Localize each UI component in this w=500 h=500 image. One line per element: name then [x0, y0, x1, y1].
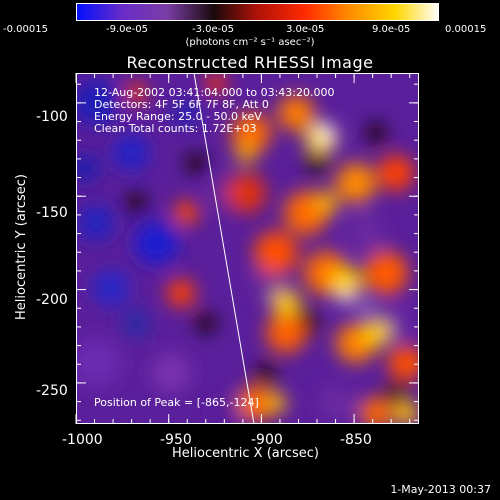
- intensity-blob: [206, 73, 226, 93]
- energy-range: Energy Range: 25.0 - 50.0 keV: [94, 110, 262, 123]
- intensity-blob: [278, 95, 314, 131]
- intensity-blob: [226, 173, 266, 213]
- intensity-blob: [306, 153, 326, 173]
- intensity-blob: [256, 363, 276, 383]
- intensity-blob: [167, 279, 195, 307]
- intensity-blob: [364, 251, 408, 295]
- clean-total-counts: Clean Total counts: 1.72E+03: [94, 122, 257, 135]
- intensity-blob: [250, 267, 282, 299]
- y-axis-title: Heliocentric Y (arcsec): [14, 174, 29, 320]
- intensity-blob: [272, 289, 300, 317]
- intensity-blob: [134, 221, 178, 265]
- intensity-blob: [172, 99, 200, 127]
- intensity-blob: [78, 205, 114, 241]
- colorbar-gradient: [76, 3, 439, 21]
- intensity-blob: [76, 81, 118, 125]
- intensity-blob: [360, 397, 392, 424]
- rhessi-image: [76, 73, 419, 424]
- intensity-blob: [266, 393, 286, 413]
- intensity-blob: [388, 345, 419, 381]
- y-tick-label: -250: [36, 383, 68, 399]
- peak-position: Position of Peak = [-865,-124]: [94, 396, 259, 409]
- x-tick-label: -850: [340, 432, 372, 448]
- intensity-blob: [361, 303, 371, 313]
- intensity-blob: [236, 143, 256, 163]
- intensity-field: [76, 73, 419, 424]
- colorbar-border: [76, 3, 439, 21]
- intensity-blob: [386, 383, 406, 403]
- y-tick-label: -200: [36, 292, 68, 308]
- intensity-blob: [318, 125, 334, 141]
- x-tick-label: -950: [160, 432, 192, 448]
- colorbar-tick-label: -3.0e-05: [192, 24, 234, 35]
- intensity-blob: [394, 401, 418, 424]
- intensity-blob: [76, 154, 100, 182]
- intensity-blob: [336, 163, 376, 203]
- detectors-info: Detectors: 4F 5F 6F 7F 8F, Att 0: [94, 98, 269, 111]
- intensity-blob: [126, 193, 146, 213]
- intensity-blob: [174, 201, 198, 225]
- intensity-blob: [238, 385, 274, 421]
- intensity-blob: [318, 385, 354, 421]
- y-tick-label: -100: [36, 109, 68, 125]
- intensity-blob: [113, 135, 149, 171]
- intensity-blob: [210, 397, 242, 424]
- intensity-blob: [340, 292, 352, 304]
- colorbar-tick-label: 9.0e-05: [372, 24, 411, 35]
- intensity-blob: [76, 337, 122, 389]
- observation-time-range: 12-Aug-2002 03:41:04.000 to 03:43:20.000: [94, 86, 335, 99]
- colorbar-tick-label: -0.00015: [3, 24, 48, 35]
- colorbar: [76, 3, 439, 21]
- plot-timestamp: 1-May-2013 00:37: [390, 483, 491, 496]
- plot-title: Reconstructed RHESSI Image: [126, 53, 374, 72]
- colorbar-tick-label: 3.0e-05: [286, 24, 325, 35]
- solar-limb-line: [193, 73, 255, 424]
- intensity-blob: [254, 231, 298, 275]
- intensity-blob: [330, 267, 362, 299]
- intensity-blob: [314, 191, 338, 215]
- intensity-blob: [362, 319, 390, 347]
- intensity-blob: [93, 270, 129, 306]
- colorbar-units: (photons cm⁻² s⁻¹ asec⁻²): [185, 37, 315, 48]
- intensity-blob: [266, 313, 306, 353]
- intensity-blob: [186, 153, 206, 173]
- y-tick-label: -150: [36, 205, 68, 221]
- x-tick-label: -900: [251, 432, 283, 448]
- intensity-blob: [366, 123, 386, 143]
- intensity-blob: [151, 353, 191, 393]
- intensity-blob: [348, 215, 384, 251]
- intensity-blob: [378, 155, 414, 191]
- colorbar-tick-label: 0.00015: [445, 24, 487, 35]
- colorbar-tick-label: -9.0e-05: [106, 24, 148, 35]
- intensity-blob: [196, 313, 216, 333]
- intensity-blob: [126, 83, 146, 103]
- intensity-blob: [122, 309, 150, 337]
- intensity-blob: [231, 113, 271, 153]
- image-frame: [76, 73, 419, 424]
- x-tick-label: -1000: [62, 432, 103, 448]
- x-axis-title: Heliocentric X (arcsec): [172, 446, 319, 461]
